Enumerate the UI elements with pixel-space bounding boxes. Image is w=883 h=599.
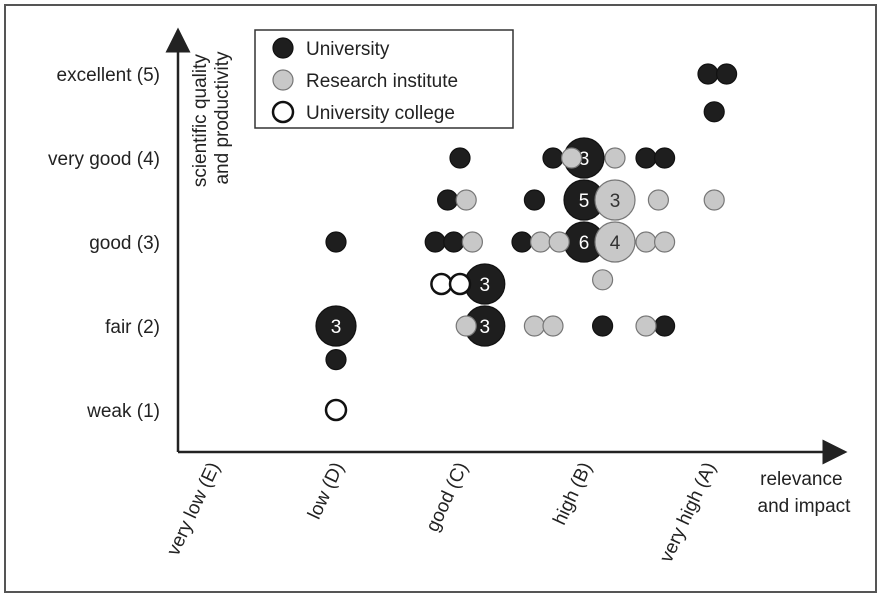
marker-university (653, 147, 676, 169)
marker-research-institute (461, 231, 483, 253)
y-tick-label: excellent (5) (57, 65, 161, 86)
marker-research-institute (560, 147, 583, 169)
marker-research-institute (529, 231, 552, 253)
marker-university (511, 231, 533, 253)
marker-university (653, 315, 676, 337)
x-axis-label-line-2: and impact (758, 496, 852, 517)
marker-university (325, 231, 347, 253)
marker-count-label: 5 (579, 191, 590, 212)
marker-university (449, 147, 471, 169)
marker-university (635, 147, 657, 169)
marker-university-college (448, 272, 472, 296)
y-tick-label: very good (4) (48, 149, 160, 170)
legend-marker-research-institute (272, 69, 294, 91)
marker-research-institute (455, 189, 477, 211)
x-tick-label: low (D) (304, 459, 348, 522)
marker-university-college (324, 398, 348, 422)
marker-research-institute (653, 231, 676, 253)
marker-count-label: 3 (480, 317, 491, 338)
marker-university (437, 189, 459, 211)
legend-label-university-college: University college (306, 103, 455, 124)
x-tick-label: good (C) (422, 459, 472, 535)
marker-research-institute (455, 315, 477, 337)
marker-count-label: 3 (579, 149, 590, 170)
marker-university (703, 101, 725, 123)
marker-research-institute (635, 231, 657, 253)
x-tick-label: very low (E) (163, 459, 224, 559)
marker-university (715, 63, 738, 85)
legend-marker-university-college (271, 100, 295, 124)
x-tick-label: very high (A) (656, 459, 721, 565)
marker-research-institute (523, 315, 546, 337)
legend-label-university: University (306, 39, 390, 60)
marker-count-label: 3 (610, 191, 621, 212)
x-tick-label: high (B) (549, 459, 596, 528)
marker-research-institute (635, 315, 657, 337)
y-tick-label: weak (1) (86, 401, 160, 422)
marker-research-institute (604, 147, 626, 169)
marker-university (325, 349, 347, 371)
marker-research-institute (591, 269, 614, 291)
marker-university (542, 147, 564, 169)
y-axis-label-line-1: scientific quality (190, 54, 211, 188)
legend: University Research institute University c… (254, 29, 514, 129)
marker-count-label: 4 (610, 233, 621, 254)
marker-research-institute (647, 189, 670, 211)
y-tick-label: good (3) (89, 233, 160, 254)
marker-university (697, 63, 719, 85)
marker-university (523, 189, 546, 211)
y-axis-label-line-2: and productivity (212, 51, 233, 185)
marker-research-institute (542, 315, 564, 337)
marker-university (443, 231, 465, 253)
legend-label-research-institute: Research institute (306, 71, 458, 92)
marker-count-label: 3 (331, 317, 342, 338)
marker-research-institute (594, 179, 636, 221)
marker-university (315, 305, 357, 347)
legend-marker-university (272, 37, 294, 59)
marker-university (591, 315, 614, 337)
marker-count-label: 3 (480, 275, 491, 296)
y-tick-labels: weak (1) fair (2) good (3) very good (4) exc… (48, 65, 160, 422)
marker-research-institute (703, 189, 725, 211)
y-tick-label: fair (2) (105, 317, 160, 338)
legend-box (254, 29, 514, 129)
marker-university-college (430, 272, 453, 296)
y-axis-label: scientific quality and productivity (190, 49, 233, 187)
axes (165, 27, 848, 465)
x-axis-label-line-1: relevance (760, 469, 842, 490)
marker-research-institute (548, 231, 570, 253)
marker-research-institute (594, 221, 636, 263)
marker-university (424, 231, 446, 253)
x-axis-label: relevance and impact (758, 469, 852, 517)
marker-count-label: 6 (579, 233, 590, 254)
x-tick-labels: very low (E) low (D) good (C) high (B) very … (163, 459, 720, 565)
